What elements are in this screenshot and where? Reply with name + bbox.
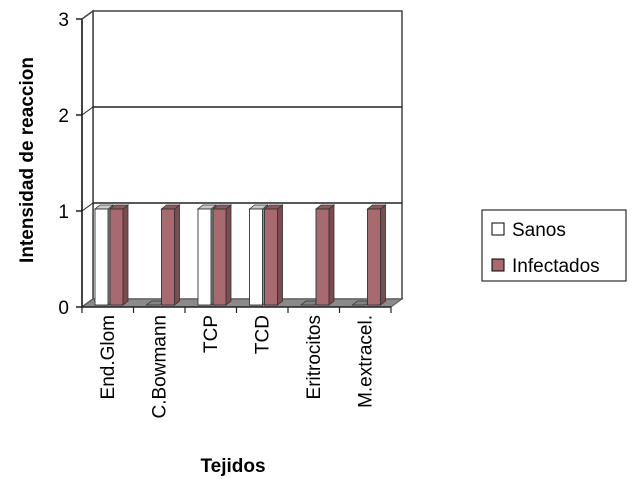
bar-side (122, 204, 129, 306)
x-tick-label: C.Bowmann (149, 315, 170, 419)
x-tick-label: TCD (252, 315, 273, 354)
gridline-side (81, 106, 94, 116)
gridline-side (81, 202, 94, 212)
legend-label-infectados: Infectados (512, 256, 600, 277)
plot-area (81, 9, 403, 309)
bar-front (109, 208, 124, 306)
legend-label-sanos: Sanos (512, 220, 566, 241)
back-wall (92, 10, 403, 300)
side-wall (81, 9, 94, 309)
bar-front (197, 208, 212, 306)
y-tick-label: 3 (58, 10, 69, 31)
floor-plane (80, 298, 404, 308)
bar-front (161, 208, 175, 306)
bars (93, 204, 387, 306)
bar-side (380, 204, 386, 306)
bar-front (315, 208, 330, 306)
x-tick-label: TCP (201, 315, 222, 353)
bar-side (225, 204, 232, 306)
chart-floor (80, 298, 404, 308)
bar-side (277, 204, 283, 306)
y-tick-label: 1 (58, 202, 69, 223)
bar-infectados-tcp (211, 204, 233, 306)
legend-frame (481, 209, 627, 282)
bar-infectados-eritrocitos (314, 204, 336, 306)
y-tick-label: 2 (58, 106, 69, 127)
x-tick-label: End.Glom (98, 315, 119, 399)
bar-side (174, 204, 180, 306)
bar-infectados-cbowmann (160, 204, 181, 306)
bar-front (212, 208, 227, 306)
x-tick-labels: End.Glom C.Bowmann TCP TCD Eritrocitos M.extr… (98, 315, 377, 419)
bar-front (249, 208, 263, 306)
bar-infectados-tcd (263, 204, 284, 306)
axes (76, 18, 392, 313)
legend: Sanos Infectados (481, 209, 627, 282)
x-tick-label: Eritrocitos (304, 315, 325, 399)
bar-front (367, 208, 381, 306)
x-tick-label: M.extracel. (355, 315, 376, 408)
bar-front (264, 208, 278, 306)
bar-side (328, 204, 335, 306)
bar-infectados-mextracel (366, 204, 387, 306)
legend-swatch-sanos (491, 222, 505, 236)
y-tick-label: 0 (58, 298, 69, 319)
y-tick-labels: 0 1 2 3 (58, 10, 69, 319)
gridlines (81, 106, 402, 212)
bar-front (94, 208, 109, 306)
bar-infectados-endglom (108, 204, 130, 306)
x-axis-title: Tejidos (200, 456, 265, 477)
y-axis-title: Intensidad de reaccion (17, 57, 38, 263)
legend-swatch-infectados (491, 258, 505, 272)
